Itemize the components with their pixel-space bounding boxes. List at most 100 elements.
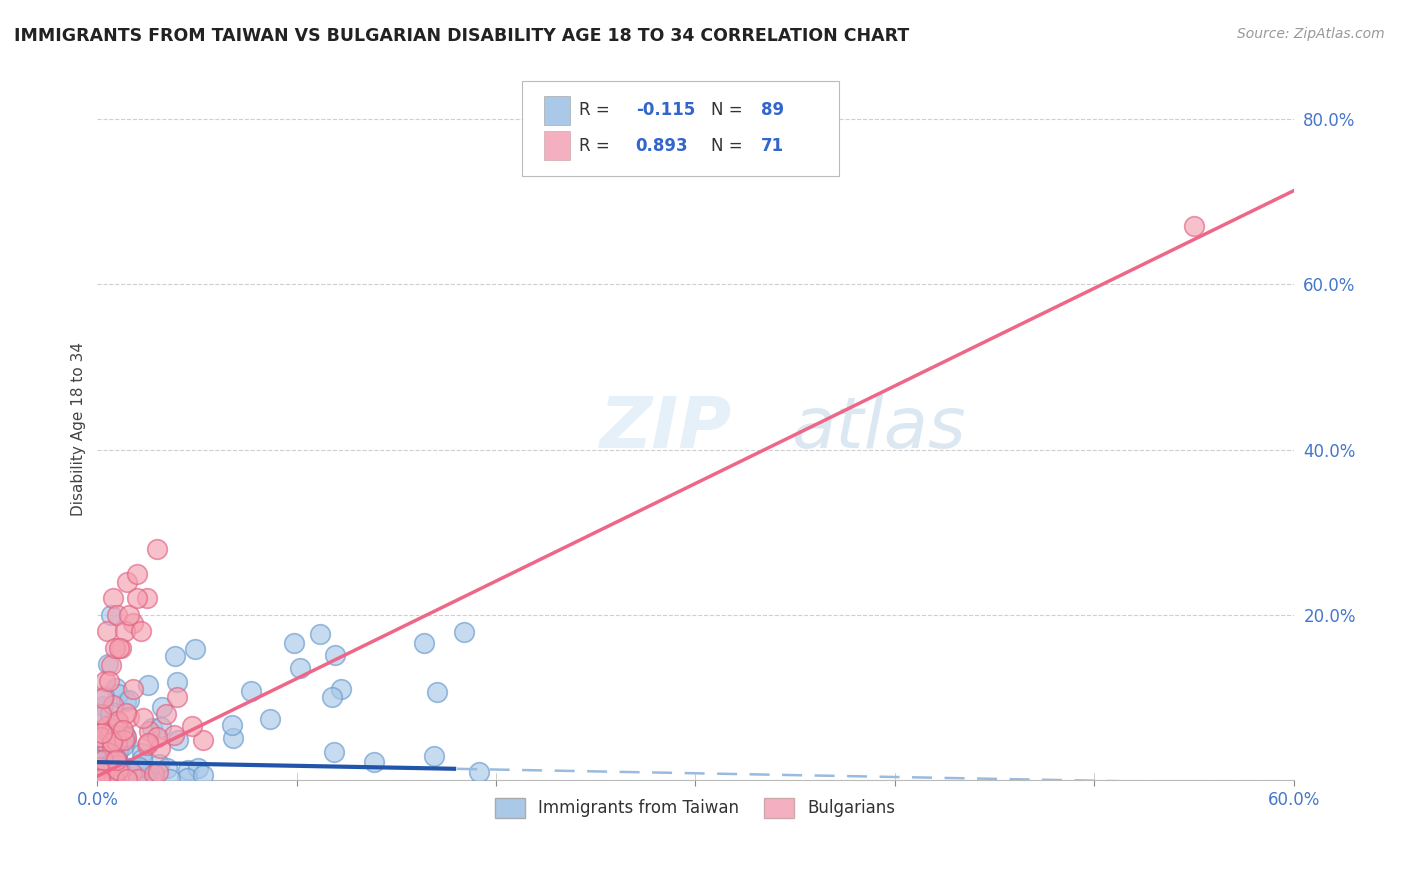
Point <box>104 640 127 655</box>
Point <box>176 771 198 785</box>
Point <box>107 742 129 756</box>
Point <box>114 694 136 708</box>
Point <box>105 728 128 742</box>
Point <box>193 733 215 747</box>
Point <box>89 755 111 769</box>
Point <box>93 764 115 778</box>
Point <box>91 753 114 767</box>
Point <box>94 735 117 749</box>
Point <box>155 707 177 722</box>
Point <box>91 699 114 714</box>
Point <box>89 772 111 787</box>
Point <box>96 719 118 733</box>
Point <box>108 742 131 756</box>
Point <box>89 772 111 787</box>
Point <box>105 714 128 729</box>
Legend: Immigrants from Taiwan, Bulgarians: Immigrants from Taiwan, Bulgarians <box>488 791 903 825</box>
Point <box>423 748 446 763</box>
Point <box>128 760 150 774</box>
Point <box>122 763 145 777</box>
Point <box>184 641 207 656</box>
Point <box>96 624 118 639</box>
Point <box>104 681 127 695</box>
FancyBboxPatch shape <box>522 81 839 176</box>
Point <box>91 763 114 777</box>
Point <box>221 718 243 732</box>
Point <box>105 750 128 764</box>
Point <box>105 735 128 749</box>
Point <box>90 726 112 740</box>
Point <box>142 770 165 784</box>
Point <box>89 764 111 778</box>
Point <box>426 685 449 699</box>
Point <box>90 765 112 780</box>
Point <box>89 753 111 767</box>
Point <box>156 761 179 775</box>
Point <box>98 724 121 739</box>
Point <box>98 765 121 780</box>
Point <box>97 762 120 776</box>
Point <box>105 607 128 622</box>
Point <box>159 772 181 786</box>
Text: ZIP: ZIP <box>600 394 733 463</box>
Point <box>122 616 145 631</box>
Point <box>118 607 141 622</box>
Point <box>165 649 187 664</box>
Point <box>136 591 159 606</box>
Point <box>240 683 263 698</box>
Point <box>131 752 153 766</box>
Point <box>283 635 305 649</box>
Point <box>163 728 186 742</box>
Point <box>97 758 120 772</box>
Point <box>288 661 311 675</box>
Point <box>222 731 245 746</box>
Point <box>107 714 129 729</box>
Point <box>112 733 135 747</box>
Point <box>89 760 111 774</box>
Point <box>90 764 112 779</box>
Point <box>89 730 111 744</box>
Point <box>107 762 129 776</box>
Point <box>108 759 131 773</box>
Point <box>93 772 115 787</box>
Point <box>110 640 132 655</box>
Point <box>111 739 134 754</box>
Point <box>259 713 281 727</box>
Point <box>129 624 152 639</box>
FancyBboxPatch shape <box>544 131 569 161</box>
Point <box>91 765 114 780</box>
Point <box>150 720 173 734</box>
Point <box>103 772 125 787</box>
Point <box>104 746 127 760</box>
Point <box>127 566 149 581</box>
Point <box>115 730 138 744</box>
Point <box>148 756 170 771</box>
Text: atlas: atlas <box>792 394 966 463</box>
Point <box>138 723 160 738</box>
Point <box>323 745 346 759</box>
Point <box>89 772 111 786</box>
Point <box>103 591 125 606</box>
Point <box>90 707 112 722</box>
Point <box>309 627 332 641</box>
Point <box>91 752 114 766</box>
Point <box>100 772 122 786</box>
Point <box>98 727 121 741</box>
Point <box>114 728 136 742</box>
Point <box>107 687 129 701</box>
Text: N =: N = <box>711 102 748 120</box>
Point <box>93 772 115 787</box>
Point <box>136 767 159 781</box>
Point <box>90 730 112 744</box>
Point <box>166 674 188 689</box>
Point <box>176 764 198 778</box>
Point <box>101 771 124 785</box>
Point <box>135 772 157 786</box>
Point <box>167 733 190 747</box>
Text: -0.115: -0.115 <box>636 102 695 120</box>
Point <box>325 648 347 662</box>
Point <box>91 690 114 705</box>
Point <box>104 753 127 767</box>
Point <box>121 766 143 780</box>
Point <box>93 723 115 738</box>
